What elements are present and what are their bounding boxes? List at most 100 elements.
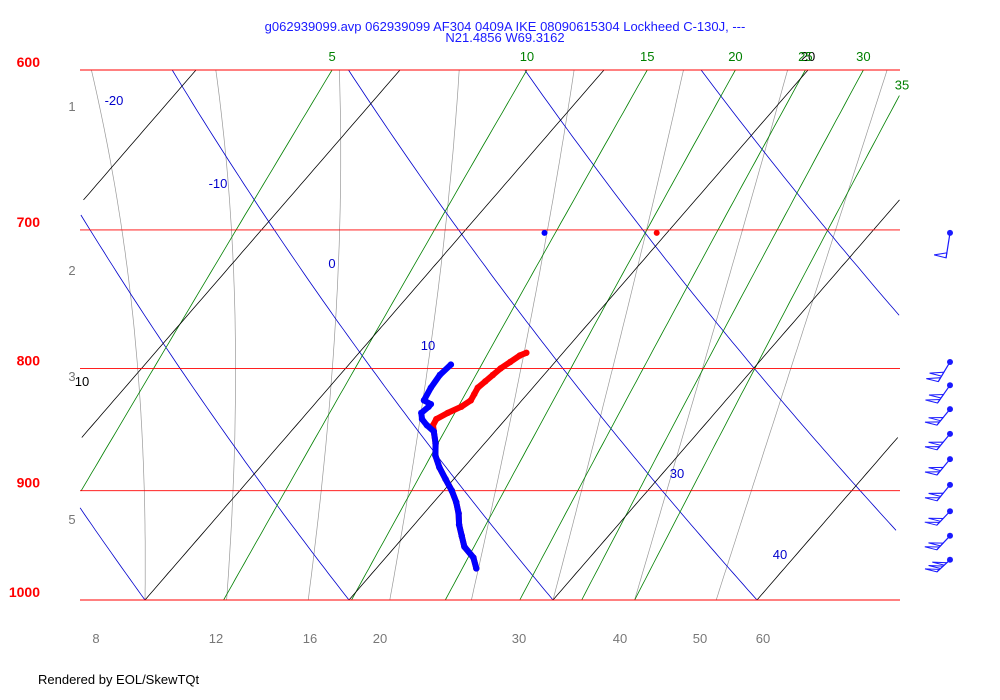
mixing-ratio-label: 30 (856, 49, 870, 64)
dry-adiabat-label: 10 (421, 338, 435, 353)
dry-adiabat-line (700, 69, 900, 316)
mixing-ratio-line (634, 95, 900, 601)
mixing-ratio-label: 20 (728, 49, 742, 64)
mixing-ratio-label: 15 (640, 49, 654, 64)
wind-barb-flag (924, 521, 941, 526)
wind-barb-flag (928, 492, 945, 497)
isotherm-line (756, 437, 899, 601)
dewpoint-profile-point (458, 532, 465, 540)
dewpoint-profile (418, 361, 480, 572)
dry-adiabat-label: -20 (105, 93, 124, 108)
wind-barb-flag (932, 561, 949, 566)
temperature-profile-point (523, 349, 530, 356)
isobar-label: 900 (17, 475, 41, 491)
dewpoint-profile-point (418, 409, 425, 417)
temperature-profile-point (489, 371, 497, 379)
isobar-label: 600 (17, 54, 41, 70)
wind-barb-flag (926, 377, 942, 383)
isotherm-line (81, 69, 401, 438)
wind-barb-flag (928, 517, 945, 522)
bottom-axis-label: 20 (373, 631, 387, 646)
moist-adiabat-line (91, 69, 146, 601)
dewpoint-profile-point (418, 415, 426, 423)
wind-barb-flag (924, 446, 941, 451)
wind-barb-flag (924, 546, 941, 551)
dewpoint-profile-point (436, 464, 443, 471)
dry-adiabat-line (79, 507, 146, 601)
dry-adiabat-line (80, 214, 350, 601)
temperature-profile-point (458, 403, 465, 410)
dewpoint-profile-point (452, 498, 460, 506)
wind-barb-flag (928, 565, 945, 570)
moist-adiabat-line (389, 69, 460, 601)
dry-adiabats (79, 69, 900, 601)
moist-adiabat-line (471, 69, 575, 601)
mixing-ratio-line (223, 69, 528, 601)
dewpoint-profile-point (423, 422, 431, 429)
dewpoint-profile-point (442, 475, 449, 483)
wind-barb-flag (928, 542, 945, 547)
temperature-profile-point (516, 352, 524, 359)
wind-barb-flag (933, 252, 948, 259)
mixing-ratio-lines (80, 69, 900, 601)
mixing-ratio-label: 10 (520, 49, 534, 64)
dewpoint-profile-point (432, 440, 439, 447)
wind-barb-flag (924, 471, 941, 476)
dewpoint-profile-point (455, 521, 463, 528)
isotherm-line (83, 69, 197, 201)
temperature-profile-point (497, 365, 504, 372)
temperature-profile-point (474, 384, 481, 391)
dewpoint-profile-point (427, 384, 435, 391)
temperature-profile-point (507, 358, 514, 366)
mixing-ratio-label: 25 (798, 49, 812, 64)
moist-adiabat-line (307, 69, 342, 601)
dewpoint-profile-point (455, 510, 462, 517)
mixing-ratio-line (581, 69, 864, 601)
moist-adiabat-line (552, 69, 684, 601)
moist-adiabat-line (215, 69, 236, 601)
moist-adiabat-line (715, 69, 888, 601)
temperature-profile-point (433, 415, 440, 423)
dewpoint-profile-point (436, 371, 444, 379)
isotherms (81, 69, 900, 601)
mixing-ratio-line (80, 69, 333, 491)
height-label: 2 (68, 263, 75, 278)
dewpoint-profile-point (447, 361, 455, 368)
render-credit: Rendered by EOL/SkewTQt (38, 672, 200, 687)
mixing-ratio-label: 35 (895, 78, 909, 93)
isobars (80, 69, 900, 601)
dry-adiabat-label: -10 (209, 176, 228, 191)
dry-adiabat-line (171, 69, 554, 601)
bottom-axis-label: 30 (512, 631, 526, 646)
dry-adiabat-label: 40 (773, 547, 787, 562)
temperature-profile-point (471, 390, 478, 398)
wind-barb-flag (928, 466, 945, 472)
dewpoint-profile-point (430, 428, 438, 435)
mixing-ratio-line (351, 69, 648, 601)
dewpoint-profile-point (470, 554, 477, 561)
isobar-label: 700 (17, 214, 41, 230)
wind-barb-flag (928, 393, 945, 399)
temperature-profile-point (444, 409, 451, 417)
moist-adiabats (91, 69, 888, 601)
dry-adiabat-label: 30 (670, 466, 684, 481)
dewpoint-profile-point (473, 565, 480, 572)
isotherm-label: 10 (75, 374, 89, 389)
chart-title-line-1: g062939099.avp 062939099 AF304 0409A IKE… (265, 19, 746, 34)
temperature-isolated-point (653, 229, 660, 236)
moist-adiabat-line (634, 69, 788, 601)
isotherm-line (552, 199, 900, 601)
dry-adiabat-line (524, 69, 897, 531)
dewpoint-profile-point (432, 452, 439, 459)
wind-barb-flag (928, 416, 945, 422)
wind-barbs (924, 229, 953, 573)
dewpoint-isolated-point (541, 229, 548, 236)
bottom-axis-label: 40 (613, 631, 627, 646)
dewpoint-profile-point (448, 487, 456, 494)
bottom-axis-label: 50 (693, 631, 707, 646)
mixing-ratio-label: 5 (328, 49, 335, 64)
chart-title-group: g062939099.avp 062939099 AF304 0409A IKE… (265, 19, 746, 45)
height-label: 3 (68, 369, 75, 384)
axis-labels: 6007008009001000203040506010510152025303… (9, 49, 909, 646)
